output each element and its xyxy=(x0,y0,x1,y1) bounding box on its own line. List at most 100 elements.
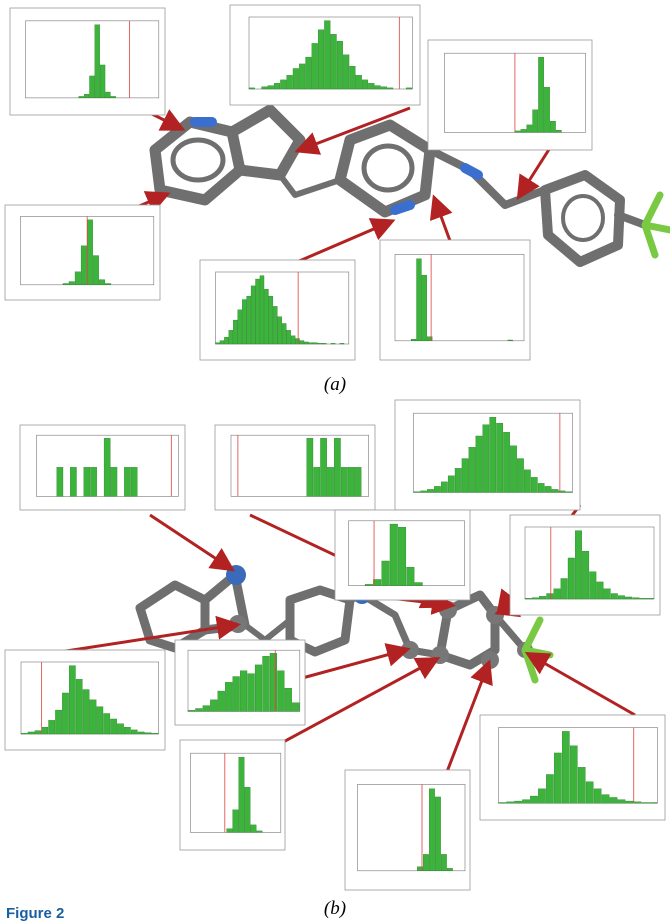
histogram-bar xyxy=(524,470,530,493)
histogram-bar xyxy=(469,447,475,492)
histogram-bar xyxy=(111,96,116,97)
histogram-bar xyxy=(618,596,625,599)
histogram-bar xyxy=(554,589,561,599)
histogram-bar xyxy=(91,467,97,496)
histogram-bar xyxy=(104,438,110,496)
histogram-bar xyxy=(105,284,111,285)
histogram-bar xyxy=(570,746,577,803)
histogram xyxy=(180,740,285,850)
figure-page: (a) (b) Figure 2 xyxy=(0,0,670,922)
histogram-bar xyxy=(117,724,123,734)
histogram-bar xyxy=(441,482,447,493)
histogram-bar xyxy=(423,854,428,870)
histogram-bar xyxy=(544,87,549,132)
histogram-bar xyxy=(195,708,202,711)
histogram-bar xyxy=(57,467,63,496)
histogram-bar xyxy=(546,774,553,803)
panel-label: (a) xyxy=(324,374,346,395)
histogram-bar xyxy=(131,730,137,734)
histogram-bar xyxy=(414,492,420,493)
histogram-bar xyxy=(429,789,434,871)
histogram-bar xyxy=(556,130,561,132)
histogram-bar xyxy=(568,558,575,599)
histogram-bar xyxy=(295,339,299,344)
histogram xyxy=(5,205,160,300)
histogram-bar xyxy=(381,87,387,89)
histogram-bar xyxy=(422,275,427,341)
histogram-bar xyxy=(411,339,416,341)
histogram-bar xyxy=(248,674,255,712)
histogram xyxy=(380,240,530,360)
histogram-bar xyxy=(640,598,647,599)
histogram-bar xyxy=(62,693,68,734)
histogram-bar xyxy=(242,300,246,344)
histogram-frame xyxy=(345,770,470,890)
histogram-frame xyxy=(20,425,185,510)
histogram-bar xyxy=(255,665,262,712)
histogram-bar xyxy=(514,801,521,803)
histogram-bar xyxy=(79,96,84,97)
histogram-bar xyxy=(21,733,27,734)
histogram xyxy=(335,510,470,600)
histogram-bar xyxy=(63,284,69,285)
histogram-bar xyxy=(539,596,546,599)
histogram-bar xyxy=(309,343,313,344)
histogram-bar xyxy=(406,88,412,89)
histogram-bar xyxy=(87,220,93,285)
histogram-bar xyxy=(334,438,340,496)
histogram-bar xyxy=(35,731,41,734)
histogram-bar xyxy=(138,732,144,734)
histogram-bar xyxy=(124,727,130,734)
histogram-bar xyxy=(111,467,117,496)
histogram xyxy=(10,8,165,115)
histogram-bar xyxy=(145,733,151,734)
histogram-bar xyxy=(245,787,251,832)
histogram-bar xyxy=(273,306,277,344)
panel-label: (b) xyxy=(324,898,346,919)
histogram xyxy=(428,40,592,150)
histogram-bar xyxy=(49,720,55,734)
histogram-bar xyxy=(331,34,337,89)
histogram-bar xyxy=(84,467,90,496)
histogram-frame xyxy=(175,640,305,725)
histogram xyxy=(230,5,420,105)
histogram-bar xyxy=(292,703,299,712)
histogram-bar xyxy=(227,829,233,833)
histogram-bar xyxy=(566,492,572,493)
histogram-bar xyxy=(239,757,245,832)
histogram-bar xyxy=(229,330,233,344)
histogram xyxy=(175,640,305,725)
histogram-frame xyxy=(428,40,592,150)
histogram xyxy=(510,515,660,615)
histogram-bar xyxy=(552,489,558,492)
histogram-bar xyxy=(575,531,582,599)
histogram-bar xyxy=(300,341,304,344)
histogram-bar xyxy=(545,486,551,492)
histogram-bar xyxy=(375,86,381,89)
histogram-bar xyxy=(293,68,299,89)
histogram-bar xyxy=(398,527,406,585)
histogram-bar xyxy=(280,80,286,89)
histogram-bar xyxy=(247,296,251,344)
figure-label: Figure 2 xyxy=(6,905,64,922)
histogram-bar xyxy=(647,598,654,599)
histogram-bar xyxy=(238,310,242,344)
histogram-bar xyxy=(318,30,324,89)
histogram-bar xyxy=(642,802,649,803)
histogram-bar xyxy=(462,459,468,493)
histogram-bar xyxy=(611,594,618,599)
histogram-bar xyxy=(387,88,393,89)
histogram-bar xyxy=(270,653,277,711)
histogram-bar xyxy=(525,598,532,599)
histogram-bar xyxy=(483,425,489,493)
histogram-bar xyxy=(441,854,446,870)
histogram-bar xyxy=(522,800,529,804)
histogram-bar xyxy=(532,598,539,599)
histogram-bar xyxy=(81,246,87,285)
histogram-bar xyxy=(562,731,569,803)
histogram-bar xyxy=(527,125,532,133)
histogram-bar xyxy=(277,671,284,712)
histogram-bar xyxy=(455,468,461,492)
histogram-bar xyxy=(341,467,347,496)
histogram-bar xyxy=(97,707,103,734)
